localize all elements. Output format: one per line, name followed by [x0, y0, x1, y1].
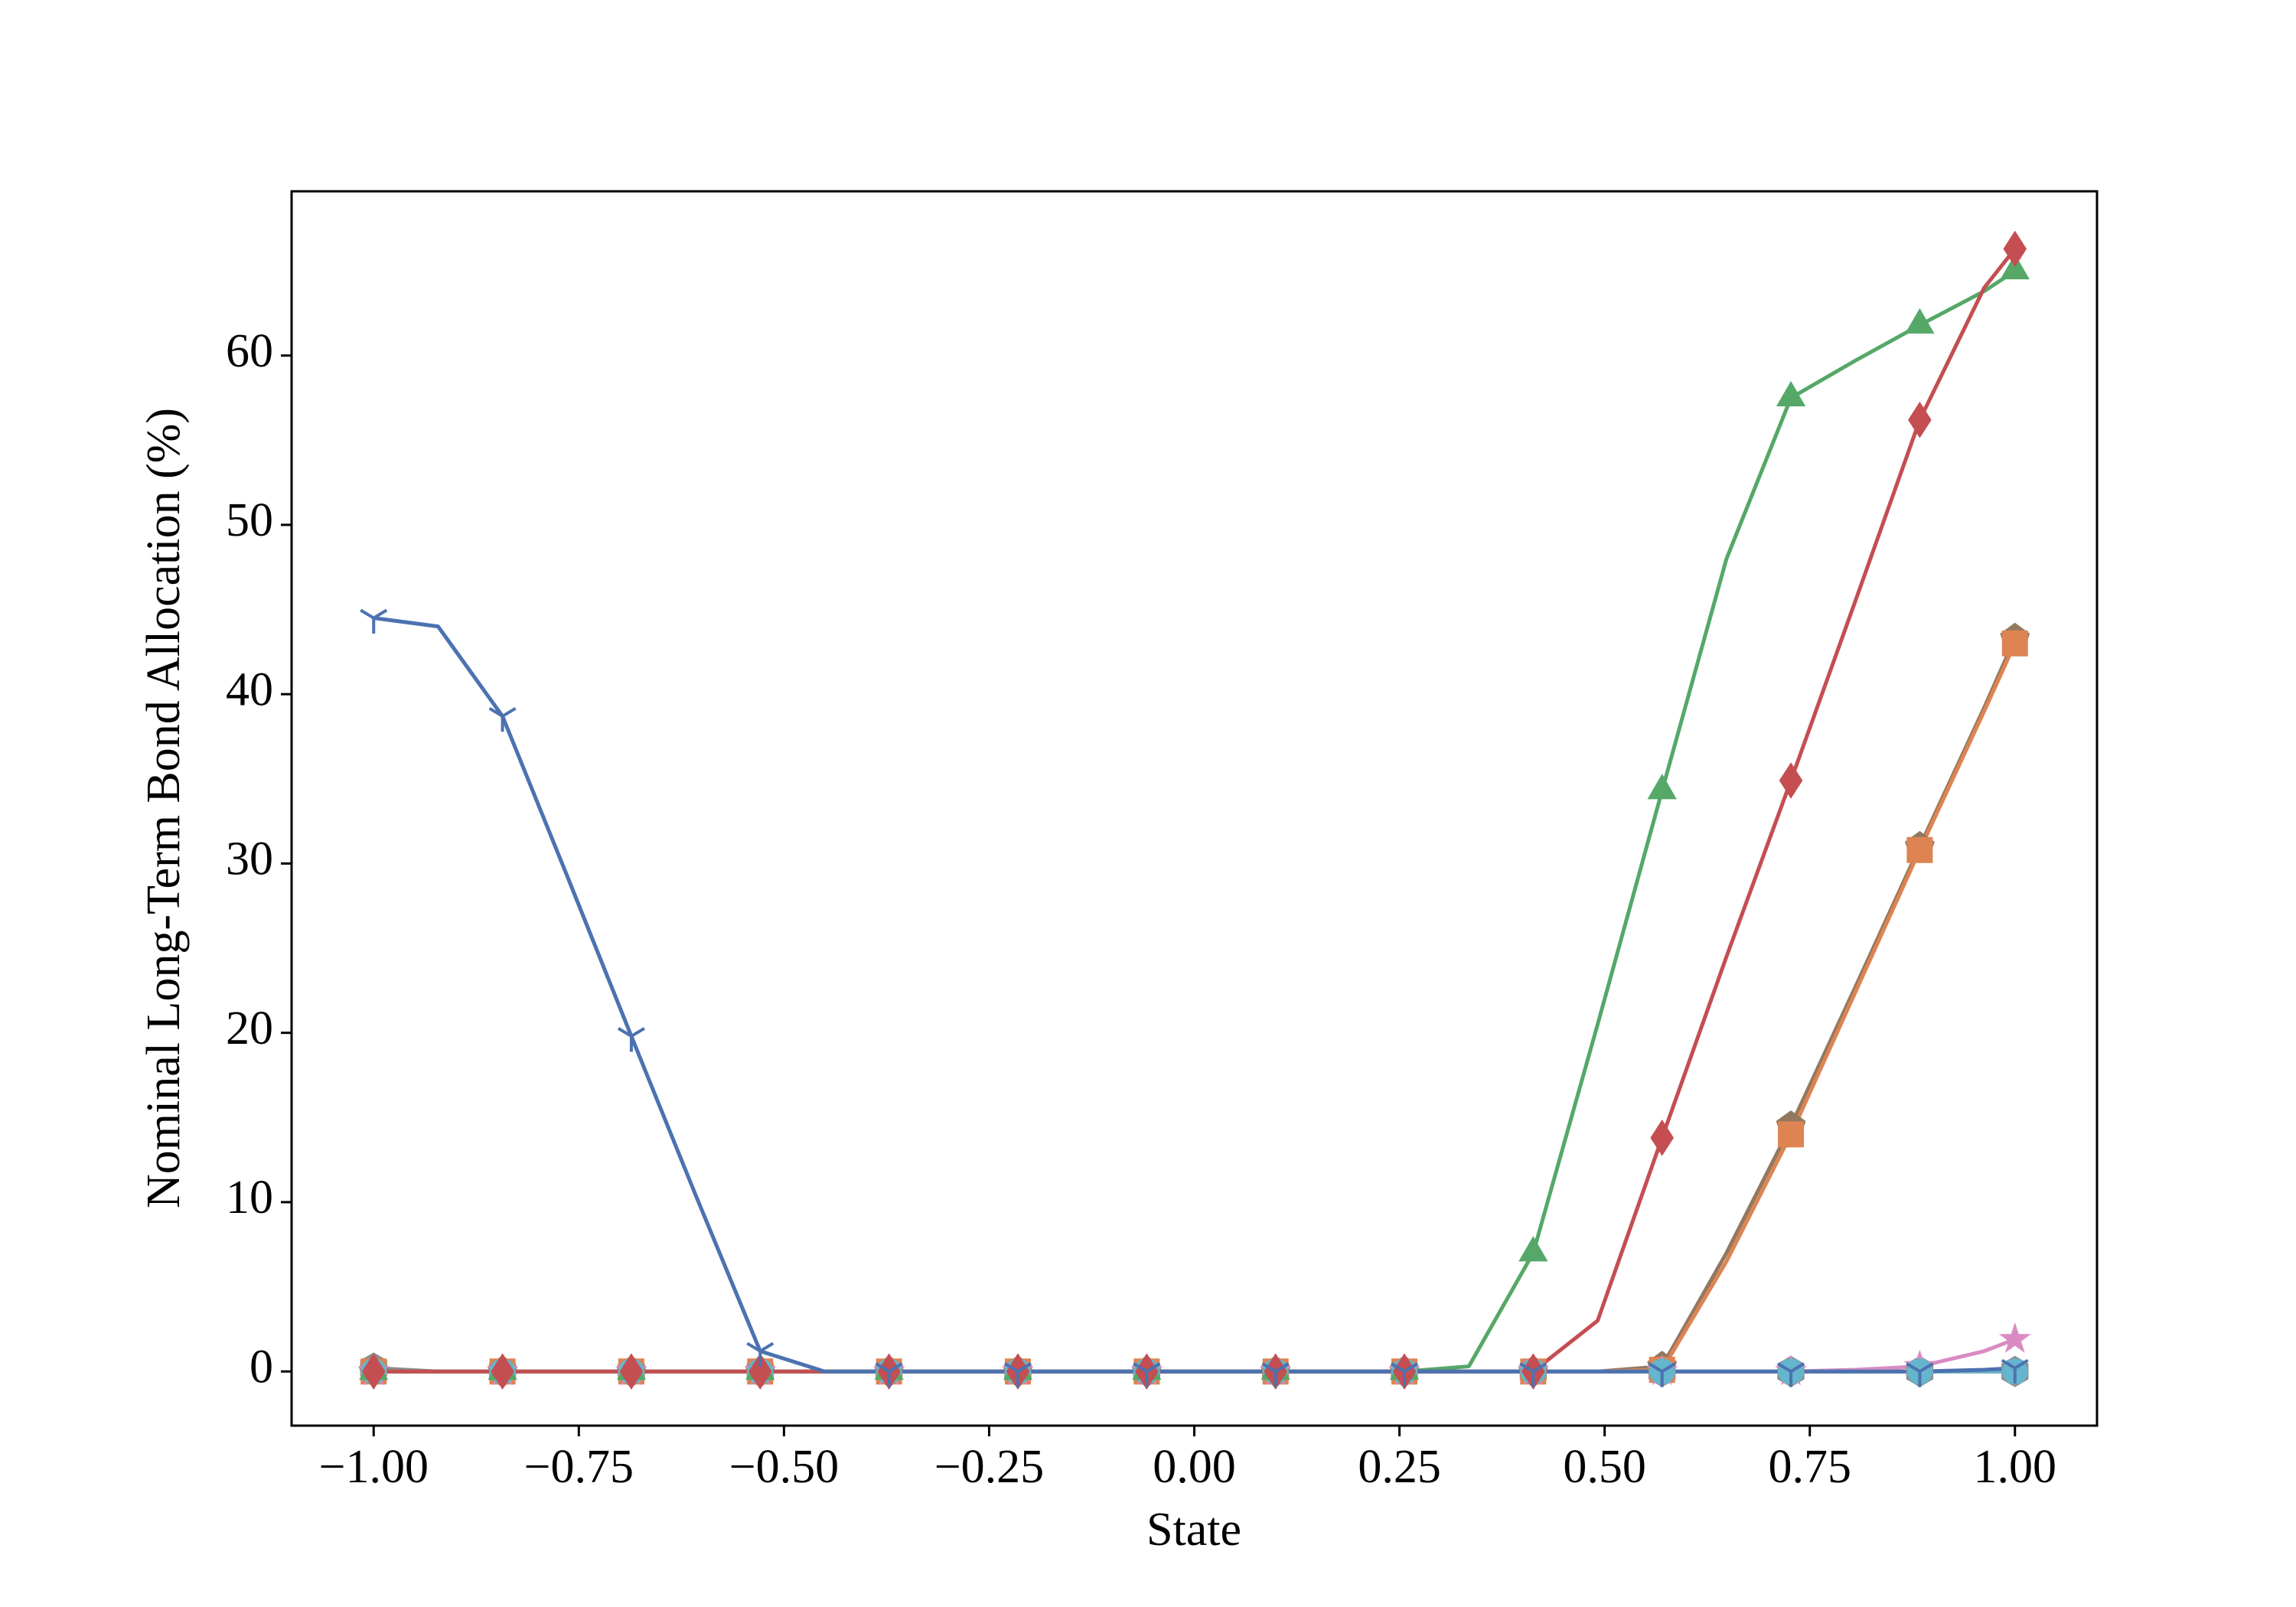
- marker: [1648, 1362, 1676, 1387]
- y-tick-label: 20: [226, 1002, 273, 1054]
- marker: [1647, 774, 1677, 800]
- marker: [1777, 1362, 1805, 1387]
- y-tick-label: 0: [249, 1341, 273, 1393]
- marker: [748, 1353, 772, 1390]
- x-tick-label: 1.00: [1974, 1441, 2057, 1493]
- plot-area: [357, 230, 2031, 1390]
- y-tick-label: 50: [226, 494, 273, 546]
- y-tick-label: 40: [226, 663, 273, 715]
- x-tick-label: −0.75: [524, 1441, 634, 1493]
- x-axis-label: State: [1146, 1504, 1241, 1556]
- x-tick-label: 0.00: [1153, 1441, 1236, 1493]
- marker: [2001, 1358, 2029, 1384]
- marker: [1906, 836, 1933, 863]
- marker: [1905, 308, 1935, 334]
- x-tick-label: 0.75: [1768, 1441, 1851, 1493]
- x-tick-label: 0.25: [1358, 1441, 1441, 1493]
- plot-frame: [290, 190, 2099, 1427]
- y-tick-label: 10: [226, 1172, 273, 1224]
- marker: [1776, 380, 1806, 406]
- marker: [361, 1353, 386, 1390]
- x-tick-label: −0.25: [934, 1441, 1044, 1493]
- series-line: [373, 616, 2015, 1374]
- marker: [488, 706, 517, 732]
- marker: [1390, 1362, 1419, 1387]
- series-line: [373, 269, 2017, 1374]
- x-tick-label: −1.00: [318, 1441, 428, 1493]
- marker: [1519, 1362, 1548, 1387]
- marker: [1998, 1322, 2031, 1354]
- marker: [491, 1353, 514, 1390]
- marker: [1518, 1236, 1548, 1262]
- marker: [617, 1027, 645, 1052]
- marker: [2001, 630, 2028, 657]
- marker: [619, 1353, 644, 1390]
- marker: [1003, 1362, 1032, 1387]
- marker: [875, 1362, 903, 1387]
- marker: [2003, 230, 2027, 268]
- marker: [360, 608, 388, 634]
- y-axis-label: Nominal Long-Term Bond Allocation (%): [138, 408, 190, 1208]
- marker: [1261, 1362, 1290, 1387]
- y-tick-label: 30: [226, 833, 273, 885]
- marker: [1908, 401, 1932, 438]
- marker: [1778, 1121, 1805, 1148]
- marker: [1906, 1362, 1934, 1387]
- series-line: [373, 247, 2017, 1374]
- marker: [1650, 1120, 1674, 1156]
- marker: [746, 1341, 775, 1367]
- marker: [1779, 762, 1803, 799]
- x-tick-label: 0.50: [1563, 1441, 1646, 1493]
- marker: [1133, 1362, 1161, 1387]
- y-tick-label: 60: [226, 325, 273, 377]
- x-tick-label: −0.50: [729, 1441, 839, 1493]
